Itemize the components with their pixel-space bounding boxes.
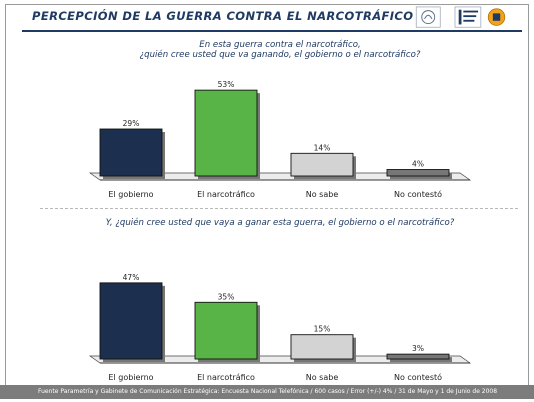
logos [415, 6, 506, 28]
parametria-logo-icon [487, 8, 506, 26]
category-label-narcotrafico: El narcotráfico [197, 190, 255, 199]
gabinete-logo-icon [454, 6, 482, 28]
value-label-no-sabe: 15% [314, 325, 331, 334]
value-label-narcotrafico: 35% [218, 292, 235, 301]
question-1-line-2: ¿quién cree usted que va ganando, el gob… [139, 50, 421, 60]
bar-no-contesto [386, 353, 450, 360]
page-title: PERCEPCIÓN DE LA GUERRA CONTRA EL NARCOT… [32, 9, 414, 23]
value-label-narcotrafico: 53% [218, 80, 235, 89]
value-label-gobierno: 29% [123, 119, 140, 128]
category-label-no-sabe: No sabe [306, 373, 339, 382]
category-label-no-sabe: No sabe [306, 190, 339, 199]
value-label-no-contesto: 3% [412, 344, 424, 353]
bar-shadow-no-contesto [390, 357, 452, 362]
bar-no-contesto [386, 169, 450, 177]
value-label-no-sabe: 14% [314, 143, 331, 152]
category-label-gobierno: El gobierno [108, 190, 153, 199]
chart-1: 29% El gobierno 53% El narcotráfico 14% No sa… [88, 80, 472, 199]
question-2: Y, ¿quién cree usted que vaya a ganar es… [40, 218, 520, 228]
value-label-no-contesto: 4% [412, 160, 424, 169]
question-2-line-1: Y, ¿quién cree usted que vaya a ganar es… [105, 218, 455, 228]
bar-narcotrafico [194, 89, 258, 177]
category-label-no-contesto: No contestó [394, 372, 442, 382]
bar-narcotrafico [194, 301, 258, 360]
question-1-line-1: En esta guerra contra el narcotráfico, [199, 40, 361, 50]
bar-gobierno [99, 128, 163, 177]
title-rule [22, 30, 522, 32]
bar-no-sabe [290, 152, 354, 177]
question-1: En esta guerra contra el narcotráfico, ¿… [60, 40, 500, 60]
category-label-no-contesto: No contestó [394, 189, 442, 199]
category-label-gobierno: El gobierno [108, 373, 153, 382]
presidency-seal-icon [415, 6, 441, 28]
bar-gobierno [99, 282, 163, 360]
category-label-narcotrafico: El narcotráfico [197, 373, 255, 382]
source-footer: Fuente Parametría y Gabinete de Comunica… [0, 385, 534, 399]
bar-no-sabe [290, 334, 354, 360]
value-label-gobierno: 47% [123, 273, 140, 282]
section-divider [40, 208, 518, 209]
